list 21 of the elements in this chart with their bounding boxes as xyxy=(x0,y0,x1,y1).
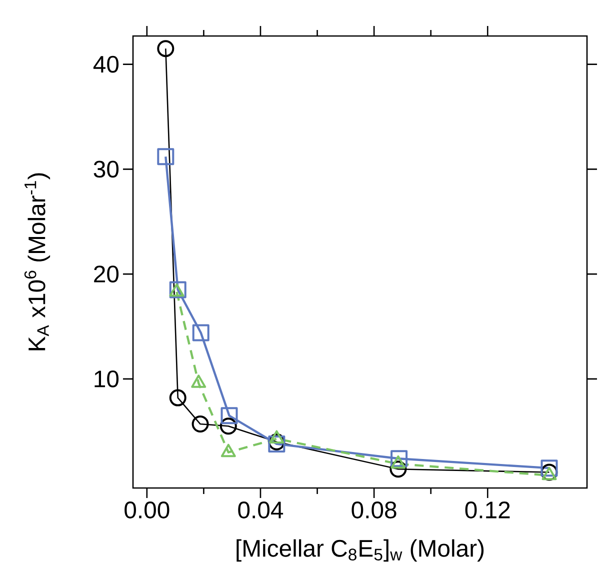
point xyxy=(157,148,174,166)
y-tick-label: 10 xyxy=(94,370,119,388)
point xyxy=(169,389,186,406)
point xyxy=(540,464,558,481)
point xyxy=(220,418,237,435)
x-tick-label: 0.04 xyxy=(238,502,284,518)
point xyxy=(157,40,174,58)
y-tick-label: 40 xyxy=(93,56,119,73)
point xyxy=(220,407,238,424)
point xyxy=(540,460,558,477)
x-tick-label: 0.00 xyxy=(124,502,170,518)
x-tick-label: 0.12 xyxy=(465,502,510,518)
y-tick-label: 20 xyxy=(94,266,119,283)
point xyxy=(192,324,210,342)
y-tick-label: 30 xyxy=(94,160,119,178)
x-tick-label: 0.08 xyxy=(352,502,396,518)
x-axis-title: [Micellar C$_{8}$E$_{5}$]$_{w}$ (Molar) xyxy=(236,539,484,562)
point xyxy=(390,450,408,468)
point xyxy=(192,416,209,433)
point xyxy=(390,460,407,478)
y-axis-title: K$_{A}$ x10$^{6}$ (Molar$^{-1}$) xyxy=(24,173,50,350)
